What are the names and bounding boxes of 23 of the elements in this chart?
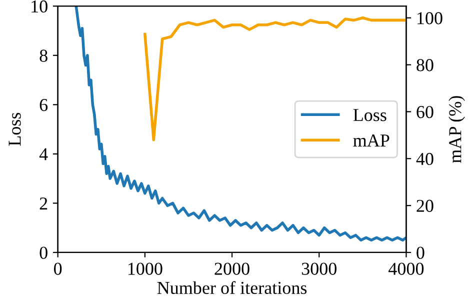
y-tick-label: 0 [40,246,48,259]
x-tick-label: 2000 [214,262,250,275]
y2-tick-label: 80 [416,59,434,72]
x-tick-label: 0 [54,262,62,275]
y-axis-title: Loss [8,112,21,146]
y2-tick-label: 60 [416,106,434,118]
legend-label: Loss [353,109,386,122]
y-tick-label: 6 [40,98,48,112]
x-axis-title: Number of iterations [157,281,307,294]
y2-tick-label: 0 [416,246,424,259]
x-tick-label: 3000 [302,262,336,275]
line-series [74,6,406,242]
y2-tick-label: 100 [418,12,442,24]
x-tick-label: 1000 [128,262,162,275]
y2-axis-title: mAP (%) [448,96,465,163]
x-tick-label: 4000 [388,262,424,275]
y-tick-label: 4 [39,148,48,160]
y-tick-label: 8 [40,50,48,62]
y2-tick-label: 40 [416,152,434,166]
legend-label: mAP [353,134,390,146]
y-tick-label: 2 [40,197,48,210]
y2-tick-label: 20 [416,200,434,212]
y-tick-label: 10 [32,0,48,13]
